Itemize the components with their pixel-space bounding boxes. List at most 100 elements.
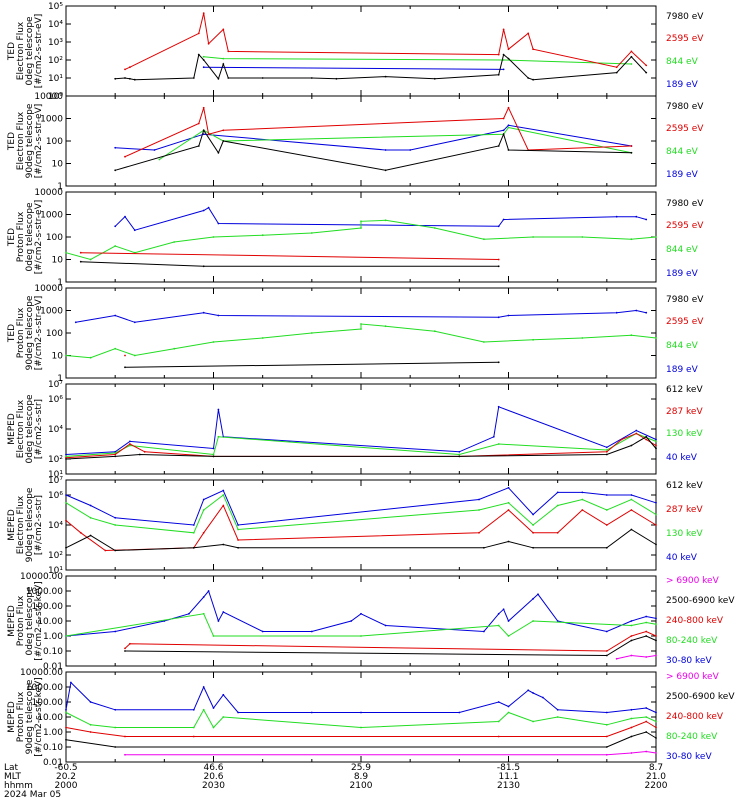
data-point — [261, 77, 264, 79]
data-point — [630, 752, 633, 754]
data-point — [620, 438, 623, 441]
data-point — [655, 623, 657, 626]
data-point — [360, 220, 362, 223]
y-axis-label-line: MEPED — [7, 605, 17, 637]
data-point — [114, 314, 117, 317]
data-point — [645, 707, 648, 709]
y-axis-label-line: MEPED — [7, 509, 17, 541]
y-tick-label: 100.00 — [32, 602, 64, 612]
series-line — [65, 613, 657, 637]
data-point — [581, 509, 584, 511]
data-point — [310, 232, 313, 234]
data-point — [114, 726, 117, 729]
y-axis-label-line: Electron Flux — [16, 495, 26, 554]
data-point — [217, 435, 220, 438]
legend-entry: 844 eV — [666, 147, 699, 157]
data-point — [507, 501, 510, 504]
y-axis-label-line: Proton Flux — [16, 691, 26, 742]
y-tick-label: 10⁵ — [48, 2, 63, 12]
data-point — [630, 717, 633, 720]
data-point — [605, 453, 608, 456]
data-point — [129, 66, 131, 69]
data-point — [114, 524, 117, 526]
y-tick-label: 10⁰ — [48, 92, 63, 102]
data-point — [630, 498, 633, 501]
data-point — [502, 129, 505, 132]
data-point — [507, 540, 510, 543]
series-line — [124, 361, 499, 368]
legend-entry: 189 eV — [666, 365, 699, 375]
panel-frame — [65, 383, 657, 475]
data-point — [124, 650, 126, 652]
legend-entry: 844 eV — [666, 57, 699, 67]
data-point — [261, 337, 264, 339]
legend-entry: 7980 eV — [666, 199, 704, 209]
data-point — [507, 106, 510, 109]
data-point — [655, 617, 657, 620]
data-point — [507, 711, 510, 714]
y-tick-label: 10⁴ — [48, 20, 63, 30]
legend-entry: 7980 eV — [666, 295, 704, 305]
data-point — [630, 620, 633, 622]
data-point — [202, 209, 205, 212]
data-point — [124, 753, 126, 756]
data-point — [630, 735, 633, 738]
data-point — [192, 77, 195, 79]
data-point — [458, 453, 461, 456]
data-point — [630, 55, 633, 58]
panel-frame — [65, 671, 657, 763]
data-point — [222, 28, 225, 31]
data-point — [537, 593, 539, 596]
panel-5: 10¹ 10² 10⁴ 10⁶ 10⁷ MEPED Electron Flux 0deg te… — [7, 380, 703, 480]
y-axis-label-line: MEPED — [7, 701, 17, 733]
data-point — [532, 620, 534, 622]
legend-entry: 189 eV — [666, 80, 699, 90]
data-point — [129, 444, 131, 447]
data-point — [89, 723, 92, 726]
data-point — [581, 236, 584, 238]
data-point — [237, 711, 240, 714]
data-point — [630, 238, 633, 241]
data-point — [114, 453, 117, 456]
data-point — [222, 494, 225, 496]
panel-8: 0.01 0.10 1.00 10.00 100.00 1000.00 10000.00 ME… — [7, 668, 735, 768]
data-point — [645, 438, 648, 441]
panel-3: 1 10 100 1000 10000 TED Proton Flux 0deg telesc… — [7, 188, 704, 288]
data-point — [478, 509, 480, 511]
series-line — [159, 126, 632, 160]
data-point — [89, 258, 92, 261]
data-point — [89, 516, 92, 519]
data-point — [655, 720, 657, 723]
data-point — [65, 546, 67, 549]
y-axis-label-line: Electron Flux — [16, 399, 26, 458]
y-axis-label-line: [#/cm2-s-str-eV] — [34, 200, 44, 275]
y-tick-label: 0.01 — [43, 758, 63, 768]
data-point — [188, 612, 190, 615]
y-tick-label: 0.10 — [43, 647, 63, 657]
data-point — [222, 543, 225, 546]
data-point — [70, 681, 72, 684]
data-point — [104, 549, 107, 552]
data-point — [630, 635, 633, 637]
data-point — [114, 516, 117, 519]
data-point — [507, 48, 510, 51]
data-point — [605, 446, 608, 449]
data-point — [65, 251, 67, 254]
data-point — [360, 711, 362, 714]
series-line — [65, 720, 657, 737]
y-axis-label-line: TED — [7, 132, 17, 151]
data-point — [65, 708, 67, 711]
data-point — [207, 590, 210, 592]
legend-entry: 30-80 keV — [666, 656, 712, 666]
data-point — [384, 219, 387, 222]
legend-entry: 130 keV — [666, 529, 703, 539]
date-label: 2024 Mar 05 — [4, 790, 61, 800]
data-point — [124, 155, 126, 158]
x-tick-label: 2130 — [497, 781, 520, 791]
data-point — [605, 546, 608, 549]
data-point — [222, 693, 225, 696]
legend-entry: 30-80 keV — [666, 752, 712, 762]
data-point — [483, 630, 485, 633]
data-point — [222, 504, 225, 507]
y-tick-label: 10⁶ — [48, 491, 63, 501]
